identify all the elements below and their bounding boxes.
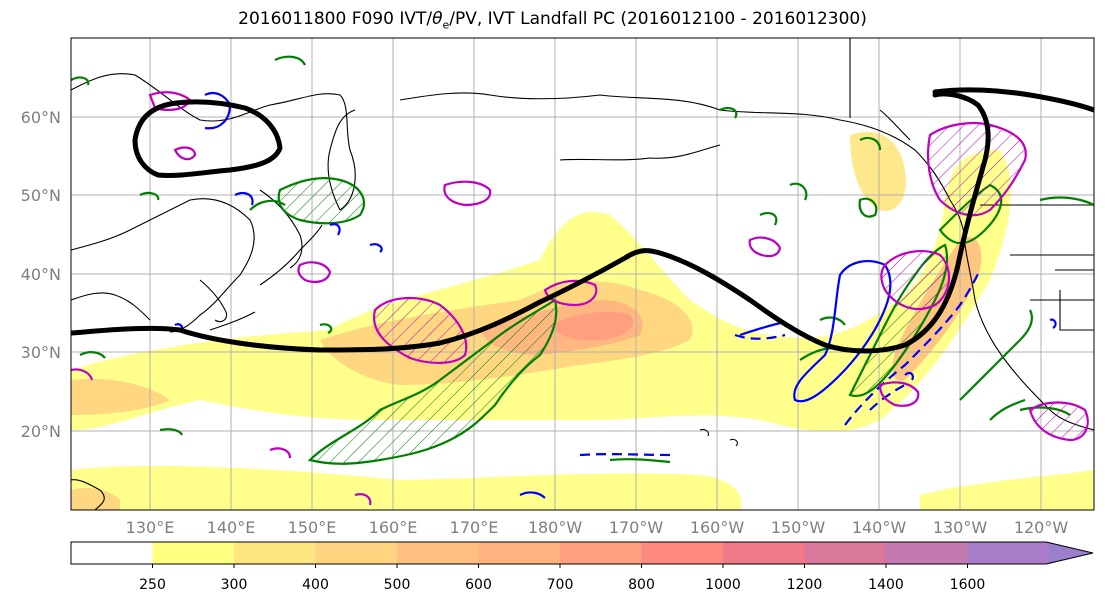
map-border [70, 37, 1095, 511]
colorbar-segment [804, 542, 887, 564]
lon-label: 140°E [207, 518, 256, 537]
lon-label: 120°W [1014, 518, 1069, 537]
colorbar-tick-label: 1000 [705, 577, 741, 593]
landfall-pc-contours [71, 87, 1094, 354]
colorbar-segment [234, 542, 316, 564]
map-title: 2016011800 F090 IVT/θe/PV, IVT Landfall … [238, 9, 867, 32]
colorbar-extension [1049, 542, 1093, 564]
colorbar-tick-label: 400 [302, 577, 329, 593]
map-panel [71, 38, 1094, 510]
lon-label: 150°E [288, 518, 337, 537]
colorbar: 250 300 400 500 600 700 800 1000 1200 1400 1600 [70, 541, 1094, 593]
colorbar-tick-label: 700 [547, 577, 574, 593]
colorbar-segment [315, 542, 398, 564]
colorbar-segment [152, 542, 235, 564]
colorbar-tick-label: 300 [221, 577, 248, 593]
colorbar-segment [967, 542, 1050, 564]
lon-labels: 130°E 140°E 150°E 160°E 170°E 180°W 170°… [126, 518, 1069, 537]
colorbar-segment [641, 542, 724, 564]
colorbar-tick-label: 500 [384, 577, 411, 593]
colorbar-segment [723, 542, 805, 564]
lon-label: 180°W [528, 518, 583, 537]
lon-label: 140°W [852, 518, 907, 537]
colorbar-ticks: 250 300 400 500 600 700 800 1000 1200 1400 1600 [139, 564, 985, 593]
colorbar-tick-label: 1600 [950, 577, 986, 593]
lon-label: 160°E [369, 518, 418, 537]
lat-label: 50°N [21, 186, 61, 205]
lat-label: 60°N [21, 108, 61, 127]
colorbar-segment [397, 542, 479, 564]
lon-label: 150°W [771, 518, 826, 537]
colorbar-tick-label: 1400 [868, 577, 904, 593]
lat-labels: 60°N 50°N 40°N 30°N 20°N [21, 108, 61, 441]
colorbar-segments [71, 542, 1093, 564]
theta-e-contours [71, 55, 1094, 465]
colorbar-tick-label: 1200 [787, 577, 823, 593]
lon-label: 170°W [609, 518, 664, 537]
lat-label: 30°N [21, 343, 61, 362]
lon-label: 130°E [126, 518, 175, 537]
lat-label: 40°N [21, 265, 61, 284]
colorbar-segment [886, 542, 968, 564]
lon-label: 160°W [690, 518, 745, 537]
colorbar-tick-label: 250 [139, 577, 166, 593]
colorbar-tick-label: 800 [628, 577, 655, 593]
lon-label: 130°W [933, 518, 988, 537]
colorbar-segment [560, 542, 642, 564]
colorbar-tick-label: 600 [465, 577, 492, 593]
lat-label: 20°N [21, 422, 61, 441]
lon-label: 170°E [450, 518, 499, 537]
colorbar-segment [478, 542, 561, 564]
colorbar-segment [71, 542, 153, 564]
